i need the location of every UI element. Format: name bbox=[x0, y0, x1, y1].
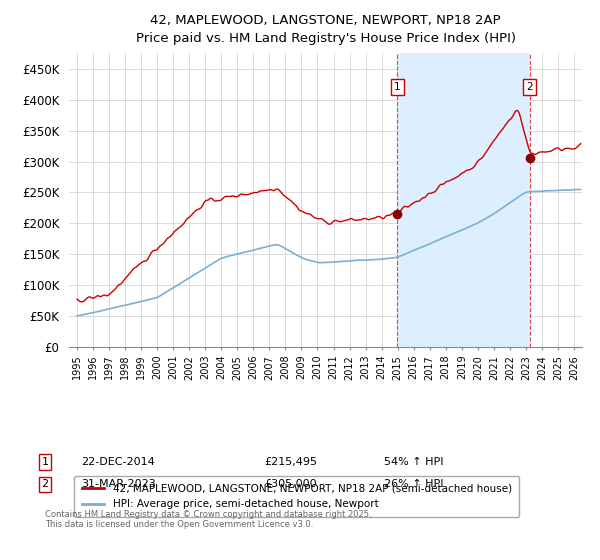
Text: 54% ↑ HPI: 54% ↑ HPI bbox=[384, 457, 443, 467]
Text: 31-MAR-2023: 31-MAR-2023 bbox=[81, 479, 156, 489]
Text: 1: 1 bbox=[394, 82, 400, 92]
Text: 26% ↑ HPI: 26% ↑ HPI bbox=[384, 479, 443, 489]
Text: Contains HM Land Registry data © Crown copyright and database right 2025.
This d: Contains HM Land Registry data © Crown c… bbox=[45, 510, 371, 529]
Bar bbox=[397, 53, 530, 347]
Text: 22-DEC-2014: 22-DEC-2014 bbox=[81, 457, 155, 467]
Text: 2: 2 bbox=[527, 82, 533, 92]
Text: 1: 1 bbox=[41, 457, 49, 467]
Legend: 42, MAPLEWOOD, LANGSTONE, NEWPORT, NP18 2AP (semi-detached house), HPI: Average : 42, MAPLEWOOD, LANGSTONE, NEWPORT, NP18 … bbox=[74, 476, 519, 517]
Text: £215,495: £215,495 bbox=[264, 457, 317, 467]
Text: £305,000: £305,000 bbox=[264, 479, 317, 489]
Title: 42, MAPLEWOOD, LANGSTONE, NEWPORT, NP18 2AP
Price paid vs. HM Land Registry's Ho: 42, MAPLEWOOD, LANGSTONE, NEWPORT, NP18 … bbox=[136, 14, 515, 45]
Text: 2: 2 bbox=[41, 479, 49, 489]
